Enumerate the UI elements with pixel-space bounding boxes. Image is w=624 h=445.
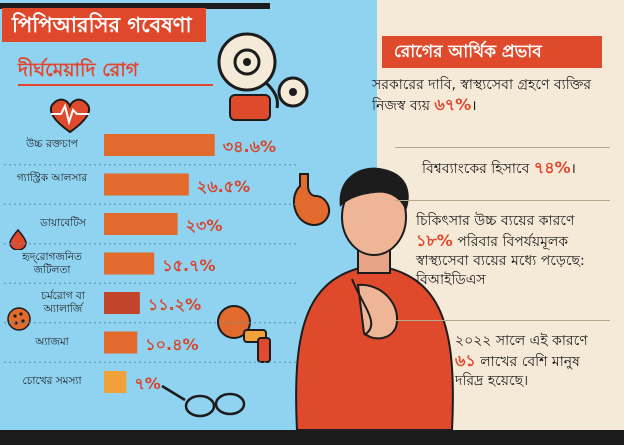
impact-item: সরকারের দাবি, স্বাস্থ্যসেবা গ্রহণে ব্যক্… (372, 76, 597, 116)
bar (104, 134, 215, 156)
value-label: ২৩% (185, 216, 223, 235)
section-header: রোগের আর্থিক প্রভাব (382, 36, 602, 68)
value-label: ১৫.৭% (162, 255, 216, 275)
value-label: ২৬.৫% (196, 176, 251, 196)
title-accent-bar (0, 3, 270, 9)
impact-text-end: লাখের বেশি মানুষ দরিদ্র হয়েছে। (455, 354, 580, 389)
bar (104, 173, 189, 196)
category-label: গ্যাস্ট্রিক আলসার (16, 171, 88, 184)
person-illustration (295, 167, 454, 430)
subtitle-underline (18, 84, 213, 86)
impact-figure: ৬৭% (434, 95, 472, 114)
bar (104, 252, 155, 275)
impact-text: ২০২২ সালে এই কারণে (455, 333, 588, 349)
divider (395, 320, 610, 321)
skin-allergy-icon (7, 307, 31, 331)
impact-figure: ৭৪% (533, 158, 571, 177)
bottom-bar (0, 430, 624, 445)
page-title: পিপিআরসির গবেষণা (2, 8, 206, 42)
blood-pressure-monitor-icon (217, 32, 309, 121)
bar (104, 292, 140, 314)
bar (104, 371, 127, 393)
impact-text: বিশ্বব্যাংকের হিসাবে (422, 161, 534, 177)
impact-item: চিকিৎসার উচ্চ ব্যয়ের কারণে ১৮% পরিবার ব… (416, 212, 606, 290)
bar-chart (4, 134, 296, 393)
category-label: উচ্চ রক্তচাপ (26, 138, 78, 150)
impact-figure: ১৮% (416, 231, 453, 250)
value-label: ৩৪.৬% (222, 137, 277, 156)
impact-item: ২০২২ সালে এই কারণে ৬১ লাখের বেশি মানুষ দ… (455, 332, 605, 391)
category-label: চর্মরোগ বা অ্যালার্জি (41, 290, 85, 315)
impact-text-end: । (570, 161, 576, 177)
asthma-inhaler-icon (217, 305, 271, 363)
bar (104, 331, 138, 354)
impact-text: চিকিৎসার উচ্চ ব্যয়ের কারণে (416, 213, 575, 229)
eyeglasses-icon (161, 384, 246, 418)
chart-subtitle: দীর্ঘমেয়াদি রোগ (18, 59, 139, 81)
heart-icon (49, 98, 91, 134)
divider (395, 147, 610, 148)
value-label: ১০.৪% (145, 334, 199, 354)
impact-text-end: পরিবার বিপর্যয়মূলক স্বাস্থ্যসেবা ব্যয়ে… (416, 234, 585, 288)
impact-text-end: । (471, 98, 477, 114)
impact-figure: ৬১ (455, 351, 476, 370)
category-label: হৃদ্‌রোগজনিত জটিলতা (22, 250, 82, 276)
value-label: ৭% (134, 374, 161, 393)
category-label: চোখের সমস্যা (22, 375, 82, 387)
stomach-icon (292, 173, 330, 226)
divider (395, 200, 610, 201)
blood-drop-icon (9, 228, 27, 250)
impact-item: বিশ্বব্যাংকের হিসাবে ৭৪%। (422, 158, 602, 179)
bar (104, 213, 178, 235)
impact-text: সরকারের দাবি, স্বাস্থ্যসেবা গ্রহণে ব্যক্… (372, 77, 592, 114)
value-label: ১১.২% (147, 295, 202, 314)
category-label: ডায়াবেটিস (40, 217, 86, 229)
category-label: অ্যাজমা (35, 335, 69, 348)
